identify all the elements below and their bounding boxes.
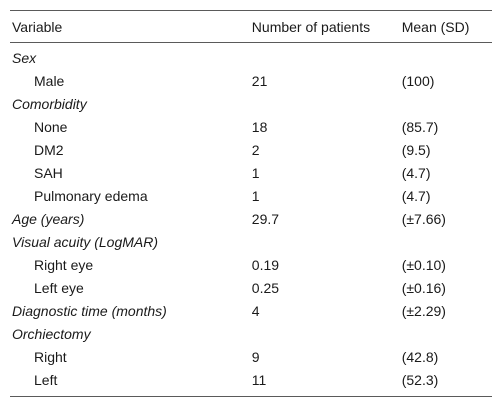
- table-row-section-orchiectomy: Orchiectomy: [10, 322, 492, 345]
- row-label: Right eye: [34, 256, 94, 273]
- row-label: Diagnostic time (months): [12, 302, 167, 319]
- table-row-section-comorbidity: Comorbidity: [10, 92, 492, 115]
- row-mean: (9.5): [401, 141, 431, 158]
- row-mean: (±2.29): [401, 302, 446, 319]
- table-row-none: None 18 (85.7): [10, 115, 492, 138]
- row-label: Right: [34, 348, 67, 365]
- table-row-section-visual-acuity: Visual acuity (LogMAR): [10, 230, 492, 253]
- row-mean: (4.7): [401, 187, 431, 204]
- row-number: [252, 92, 402, 115]
- table-row-right: Right 9 (42.8): [10, 345, 492, 368]
- patient-characteristics-table: Variable Number of patients Mean (SD) Se…: [10, 10, 492, 397]
- header-number-of-patients: Number of patients: [251, 10, 402, 43]
- row-mean: [402, 92, 492, 115]
- row-number: 0.25: [251, 279, 280, 296]
- row-label: Pulmonary edema: [34, 187, 148, 204]
- row-label: DM2: [34, 141, 64, 158]
- row-label: Comorbidity: [12, 95, 87, 112]
- row-number: 9: [251, 348, 260, 365]
- row-label: Left eye: [34, 279, 84, 296]
- row-number: 1: [251, 187, 260, 204]
- table-row-left-eye: Left eye 0.25 (±0.16): [10, 276, 492, 299]
- row-mean: [402, 322, 492, 345]
- row-number: 18: [251, 118, 268, 135]
- row-number: 21: [251, 72, 268, 89]
- row-mean: (85.7): [401, 118, 439, 135]
- row-number: [252, 322, 402, 345]
- row-number: 4: [251, 302, 260, 319]
- row-label: Sex: [12, 49, 37, 66]
- row-mean: [402, 230, 492, 253]
- row-label: SAH: [34, 164, 63, 181]
- table-row-diagnostic-time: Diagnostic time (months) 4 (±2.29): [10, 299, 492, 322]
- row-number: [252, 43, 402, 70]
- table-row-section-sex: Sex: [10, 43, 492, 70]
- row-number: 1: [251, 164, 260, 181]
- row-mean: (±0.16): [401, 279, 446, 296]
- table-row-left: Left 11 (52.3): [10, 368, 492, 397]
- table-row-sah: SAH 1 (4.7): [10, 161, 492, 184]
- table-row-pulmonary-edema: Pulmonary edema 1 (4.7): [10, 184, 492, 207]
- row-number: 11: [251, 368, 402, 397]
- row-label: Male: [34, 72, 65, 89]
- header-variable: Variable: [10, 10, 252, 43]
- row-mean: (100): [401, 72, 435, 89]
- row-number: 2: [251, 141, 260, 158]
- row-mean: (±7.66): [401, 210, 446, 227]
- row-mean: (42.8): [401, 348, 439, 365]
- header-mean-sd: Mean (SD): [401, 10, 492, 43]
- table-row-dm2: DM2 2 (9.5): [10, 138, 492, 161]
- table-row-age: Age (years) 29.7 (±7.66): [10, 207, 492, 230]
- row-label: Orchiectomy: [12, 325, 91, 342]
- table-header-row: Variable Number of patients Mean (SD): [10, 10, 492, 43]
- row-number: 0.19: [251, 256, 280, 273]
- table-row-male: Male 21 (100): [10, 69, 492, 92]
- row-label: Left: [10, 368, 252, 397]
- row-mean: (4.7): [401, 164, 431, 181]
- row-number: 29.7: [251, 210, 280, 227]
- row-label: None: [34, 118, 68, 135]
- row-mean: (52.3): [401, 368, 492, 397]
- table-row-right-eye: Right eye 0.19 (±0.10): [10, 253, 492, 276]
- row-label: Age (years): [12, 210, 85, 227]
- row-label: Visual acuity (LogMAR): [12, 233, 159, 250]
- row-mean: [402, 43, 492, 70]
- row-number: [252, 230, 402, 253]
- row-mean: (±0.10): [401, 256, 446, 273]
